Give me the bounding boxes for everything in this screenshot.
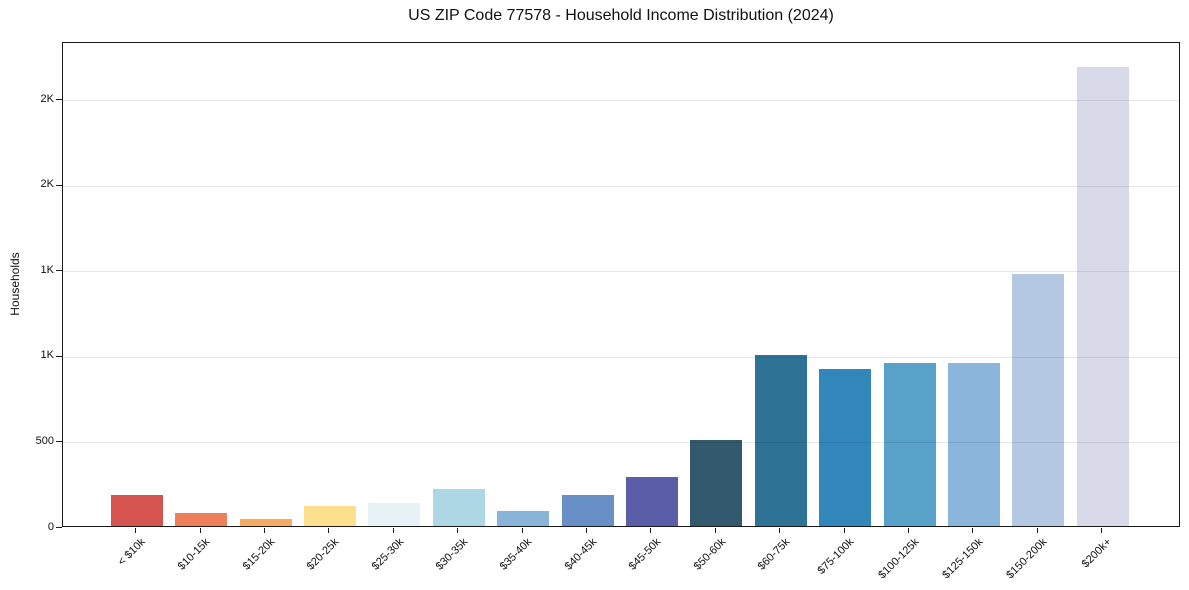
x-axis-tick bbox=[1101, 528, 1103, 533]
x-axis-tick-label: $100-125k bbox=[875, 536, 921, 582]
y-axis-tick bbox=[56, 441, 62, 443]
bar bbox=[368, 502, 421, 526]
x-axis-tick-label: $50-60k bbox=[691, 536, 728, 573]
plot-area bbox=[62, 42, 1180, 527]
bar bbox=[947, 363, 1000, 526]
x-axis-tick bbox=[135, 528, 137, 533]
x-axis-tick-label: $30-35k bbox=[433, 536, 471, 573]
x-axis-tick bbox=[199, 528, 201, 533]
y-axis-tick-label: 2K bbox=[40, 178, 54, 191]
gridline bbox=[63, 185, 1179, 187]
y-axis-tick bbox=[56, 527, 62, 528]
x-axis-tick-label: $125-150k bbox=[940, 536, 986, 582]
x-axis-tick bbox=[843, 528, 845, 533]
y-axis-tick bbox=[56, 355, 62, 357]
bar bbox=[754, 354, 807, 526]
bar bbox=[1012, 274, 1065, 526]
bar bbox=[175, 513, 228, 526]
bar bbox=[239, 519, 292, 526]
bar bbox=[819, 369, 872, 526]
x-axis-tick-label: $150-200k bbox=[1004, 536, 1050, 582]
x-axis-tick-label: $15-20k bbox=[240, 536, 277, 573]
chart-title: US ZIP Code 77578 - Household Income Dis… bbox=[408, 7, 834, 24]
x-axis-tick-label: $10-15k bbox=[175, 536, 213, 573]
x-axis-tick-label: $60-75k bbox=[755, 536, 793, 573]
x-axis-tick-label: $40-45k bbox=[562, 536, 599, 573]
bar bbox=[497, 510, 550, 526]
x-axis-tick-label: < $10k bbox=[116, 536, 149, 569]
y-axis-tick-label: 1K bbox=[40, 263, 54, 276]
x-axis-tick bbox=[779, 528, 781, 533]
gridline bbox=[63, 100, 1179, 102]
x-axis-tick-label: $75-100k bbox=[815, 536, 857, 577]
x-axis-tick-label: $25-30k bbox=[369, 536, 406, 573]
bar bbox=[110, 495, 163, 526]
y-axis-tick-label: 500 bbox=[35, 434, 54, 447]
x-axis-tick bbox=[328, 528, 330, 533]
y-axis-label: Households bbox=[8, 252, 22, 316]
x-axis-tick bbox=[392, 528, 394, 533]
x-axis-tick-label: $45-50k bbox=[626, 536, 664, 573]
x-axis-tick bbox=[264, 528, 265, 533]
x-axis-tick bbox=[457, 528, 459, 533]
bar bbox=[625, 477, 678, 526]
x-axis-tick bbox=[1036, 528, 1038, 533]
x-axis-tick-label: $35-40k bbox=[497, 536, 535, 573]
gridline bbox=[63, 442, 1179, 444]
x-axis-tick bbox=[650, 528, 652, 533]
bar bbox=[432, 489, 485, 526]
bar bbox=[690, 440, 743, 526]
gridline bbox=[63, 356, 1179, 358]
y-axis-tick-label: 1K bbox=[40, 349, 54, 362]
x-axis-tick bbox=[521, 528, 523, 533]
x-axis-tick-label: $20-25k bbox=[304, 536, 342, 573]
bar bbox=[1076, 67, 1129, 526]
gridline bbox=[63, 271, 1179, 273]
bar bbox=[561, 495, 614, 526]
x-axis-tick bbox=[714, 528, 716, 533]
y-axis-tick bbox=[56, 184, 62, 186]
x-axis-tick bbox=[908, 528, 909, 533]
y-axis-tick-label: 2K bbox=[40, 92, 54, 105]
bar bbox=[303, 505, 356, 526]
x-axis-tick bbox=[972, 528, 974, 533]
y-axis-tick bbox=[56, 270, 62, 272]
bar bbox=[883, 362, 936, 526]
y-axis-tick bbox=[56, 99, 62, 101]
x-axis-tick bbox=[586, 528, 587, 533]
x-axis-tick-label: $200k+ bbox=[1079, 536, 1115, 571]
y-axis-tick-label: 0 bbox=[47, 520, 54, 533]
